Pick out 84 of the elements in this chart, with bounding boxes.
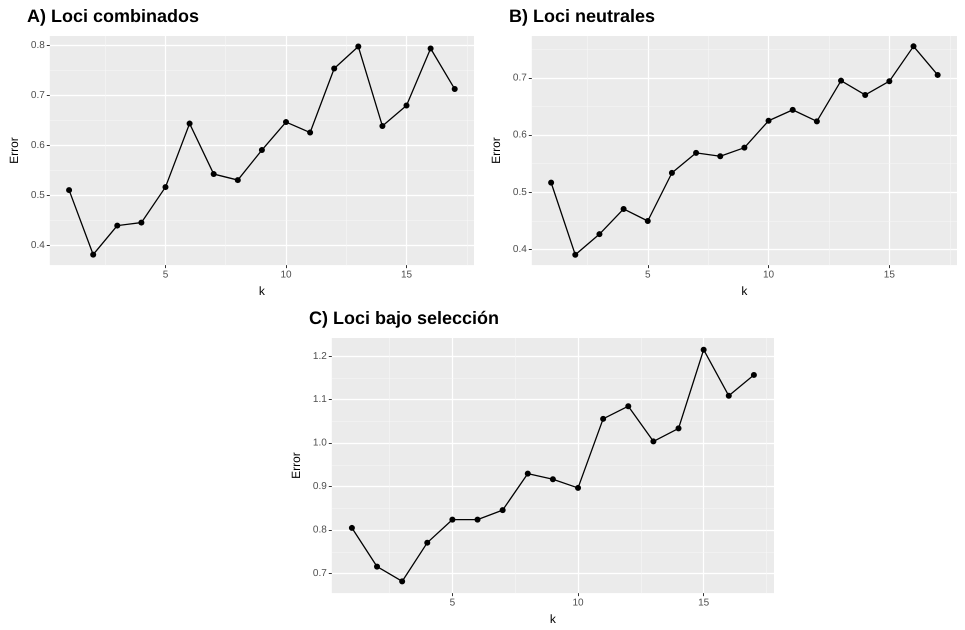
x-tick-label: 15 <box>884 270 896 281</box>
point <box>790 106 796 113</box>
chart-title: A) Loci combinados <box>27 6 200 26</box>
x-tick-label: 15 <box>698 598 710 609</box>
point <box>379 123 386 130</box>
point <box>548 180 554 186</box>
point <box>668 170 675 176</box>
point <box>625 403 632 410</box>
point <box>700 346 707 353</box>
y-tick-label: 0.7 <box>312 568 328 580</box>
point <box>575 484 582 491</box>
point <box>428 46 434 52</box>
x-axis-title: k <box>741 284 748 298</box>
point <box>600 416 606 422</box>
chart-title: B) Loci neutrales <box>509 6 656 26</box>
point <box>596 231 602 238</box>
point <box>838 78 844 84</box>
x-tick-label: 5 <box>450 598 456 609</box>
point <box>572 252 578 258</box>
point <box>90 252 96 258</box>
x-axis-title: k <box>550 612 557 626</box>
point <box>452 86 458 92</box>
point <box>650 438 656 444</box>
point <box>404 102 410 109</box>
point <box>910 43 917 50</box>
x-tick-label: 5 <box>644 270 651 281</box>
point <box>283 119 290 126</box>
y-tick-label: 0.8 <box>312 524 328 536</box>
point <box>644 218 651 224</box>
point <box>258 147 265 154</box>
x-tick-label: 5 <box>162 270 169 281</box>
point <box>114 222 120 229</box>
y-tick-label: 0.7 <box>30 90 46 102</box>
y-tick-label: 0.8 <box>30 40 46 52</box>
y-tick-label: 0.9 <box>312 481 328 492</box>
point <box>307 130 314 136</box>
y-axis-title: Error <box>7 137 21 164</box>
point <box>693 150 700 156</box>
point <box>862 92 868 98</box>
point <box>138 220 144 226</box>
y-tick-label: 0.5 <box>512 186 528 198</box>
point <box>210 171 217 178</box>
point <box>331 66 338 72</box>
x-tick-label: 10 <box>572 598 584 609</box>
y-tick-label: 0.5 <box>30 190 46 202</box>
x-axis-title: k <box>258 284 266 298</box>
y-tick-label: 1.2 <box>312 350 328 362</box>
point <box>66 187 72 194</box>
y-tick-label: 1.0 <box>312 438 328 449</box>
point <box>814 118 820 124</box>
point <box>620 206 627 212</box>
y-tick-label: 0.4 <box>512 244 528 256</box>
point <box>726 392 732 399</box>
y-axis-title: Error <box>289 452 303 479</box>
point <box>348 524 355 531</box>
point <box>934 72 941 78</box>
point <box>676 425 682 432</box>
point <box>449 516 456 523</box>
point <box>186 120 193 127</box>
y-axis-title: Error <box>489 137 503 164</box>
point <box>741 144 748 151</box>
point <box>474 516 481 523</box>
point <box>234 177 241 184</box>
point <box>355 44 362 50</box>
y-tick-label: 0.6 <box>30 140 46 152</box>
point <box>550 476 556 482</box>
y-tick-label: 0.7 <box>512 72 528 84</box>
point <box>750 372 757 378</box>
point <box>766 118 772 124</box>
point <box>374 564 380 570</box>
point <box>500 507 506 514</box>
y-tick-label: 1.1 <box>312 394 328 406</box>
x-tick-label: 10 <box>762 270 775 281</box>
point <box>886 78 892 84</box>
point <box>424 540 430 546</box>
x-tick-label: 15 <box>400 270 413 281</box>
point <box>162 184 168 190</box>
point <box>524 470 531 477</box>
point <box>399 578 406 584</box>
y-tick-label: 0.6 <box>512 130 528 141</box>
x-tick-label: 10 <box>280 270 292 281</box>
y-tick-label: 0.4 <box>30 240 46 252</box>
chart-title: C) Loci bajo selección <box>309 308 500 328</box>
point <box>717 153 724 160</box>
